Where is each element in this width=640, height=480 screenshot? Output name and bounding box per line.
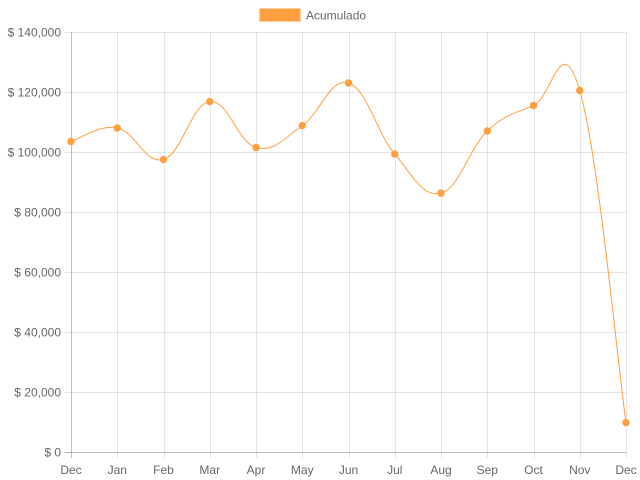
data-point[interactable] [67,137,75,146]
x-tick-label: Jul [387,463,402,477]
data-point[interactable] [252,143,260,152]
x-tick-label: Mar [199,463,220,477]
y-tick-label: $ 140,000 [8,26,62,40]
x-tick-label: Dec [615,463,636,477]
axes [65,32,626,458]
x-tick-label: May [291,463,314,477]
data-point[interactable] [113,124,121,132]
y-tick-label: $ 60,000 [14,266,61,280]
data-point[interactable] [529,101,538,110]
x-tick-label: Nov [569,463,590,477]
y-tick-label: $ 0 [44,446,61,460]
y-tick-label: $ 100,000 [8,146,62,160]
grid [65,32,627,458]
series-line [70,63,627,423]
y-tick-label: $ 20,000 [14,386,61,400]
data-point[interactable] [206,97,214,106]
x-axis-labels: Dec Jan Feb Mar Apr May Jun Jul Aug Sep Oct Nov Dec [60,463,636,477]
data-point[interactable] [483,127,491,135]
x-tick-label: Feb [153,463,174,477]
series-acumulado [67,63,630,427]
y-tick-label: $ 40,000 [14,326,61,340]
data-point[interactable] [437,189,445,197]
data-point[interactable] [344,79,353,87]
data-point[interactable] [576,86,584,95]
x-tick-label: Jun [339,463,358,477]
x-tick-label: Apr [247,463,266,477]
legend[interactable]: Acumulado [259,8,366,23]
data-point[interactable] [622,418,630,427]
y-axis-labels: $ 0 $ 20,000 $ 40,000 $ 60,000 $ 80,000 $ 100… [8,26,62,460]
x-tick-label: Oct [524,463,543,477]
x-tick-label: Aug [430,463,451,477]
data-point[interactable] [159,155,168,164]
x-tick-label: Jan [108,463,127,477]
data-point[interactable] [298,121,306,130]
x-tick-label: Sep [477,463,499,477]
x-tick-label: Dec [60,463,81,477]
y-tick-label: $ 120,000 [8,86,62,100]
legend-label-acumulado: Acumulado [306,9,366,23]
y-tick-label: $ 80,000 [14,206,61,220]
legend-swatch [259,8,301,22]
data-point[interactable] [391,150,399,158]
